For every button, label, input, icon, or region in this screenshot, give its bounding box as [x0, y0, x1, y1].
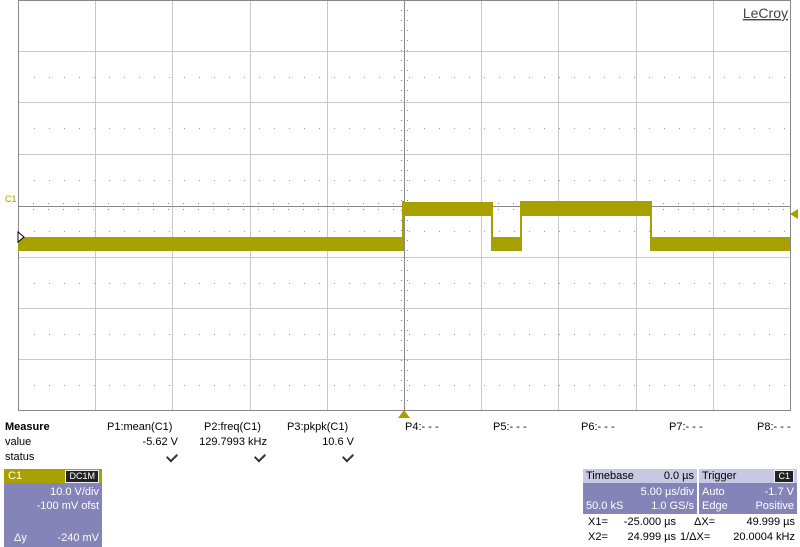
status-check	[165, 450, 179, 463]
measure-value: 129.7993 kHz	[199, 436, 267, 448]
trigger-time-marker	[398, 410, 410, 418]
delta-label: Δy	[14, 532, 27, 544]
channel-box[interactable]: C1 DC1M 10.0 V/div -100 mV ofst Δy -240 …	[4, 469, 102, 547]
cursor-value: -25.000 µs	[623, 516, 676, 528]
grid-display: C1 LeCroy	[5, 0, 798, 418]
status-check	[341, 450, 355, 463]
param: P1:mean(C1)	[107, 421, 173, 433]
vdiv: 10.0 V/div	[50, 486, 99, 498]
trigger-level-marker	[790, 209, 798, 219]
trigger-slope: Positive	[755, 500, 794, 512]
param: P7:- - -	[669, 421, 703, 433]
trigger-mode: Auto	[702, 486, 725, 498]
logo: LeCroy	[743, 5, 788, 21]
rate: 1.0 GS/s	[651, 500, 694, 512]
timebase-header	[583, 469, 697, 483]
timebase-box[interactable]: Timebase 0.0 µs 5.00 µs/div 50.0 kS 1.0 …	[583, 469, 697, 514]
channel-name: C1	[8, 470, 23, 482]
measure-value: -5.62 V	[142, 436, 178, 448]
status-check	[253, 450, 267, 463]
tdiv: 5.00 µs/div	[640, 486, 694, 498]
measure-value: 10.6 V	[322, 436, 354, 448]
trigger-title: Trigger	[702, 470, 737, 482]
trigger-source: C1	[774, 470, 794, 483]
cursor-value: 20.0004 kHz	[733, 531, 795, 543]
trigger-header	[699, 469, 797, 483]
offset: -100 mV ofst	[36, 500, 99, 512]
param: P3:pkpk(C1)	[287, 421, 349, 433]
param: P4:- - -	[405, 421, 439, 433]
row-label: value	[5, 436, 32, 448]
cursor-label: X1=	[588, 516, 608, 528]
param: P6:- - -	[581, 421, 615, 433]
delay: 0.0 µs	[663, 470, 694, 482]
delta-value: -240 mV	[57, 532, 99, 544]
measure-header: Measure	[5, 421, 50, 433]
param: P8:- - -	[757, 421, 791, 433]
minor-dots	[34, 77, 790, 386]
cursor-label: ΔX=	[694, 516, 716, 528]
cursor-label: 1/ΔX=	[680, 531, 711, 543]
cursor-value: 49.999 µs	[746, 516, 795, 528]
trigger-type: Edge	[702, 500, 728, 512]
channel-marker: C1	[5, 194, 17, 204]
trigger-box[interactable]: Trigger C1 Auto -1.7 V Edge Positive	[699, 469, 797, 514]
param: P2:freq(C1)	[204, 421, 261, 433]
ground-marker	[17, 230, 25, 244]
cursor-label: X2=	[588, 531, 608, 543]
timebase-title: Timebase	[586, 470, 634, 482]
trigger-level: -1.7 V	[764, 486, 794, 498]
row-label: status	[5, 451, 35, 463]
param: P5:- - -	[493, 421, 527, 433]
samples: 50.0 kS	[586, 500, 624, 512]
coupling: DC1M	[65, 470, 99, 483]
waveform	[18, 201, 790, 251]
cursor-value: 24.999 µs	[627, 531, 676, 543]
